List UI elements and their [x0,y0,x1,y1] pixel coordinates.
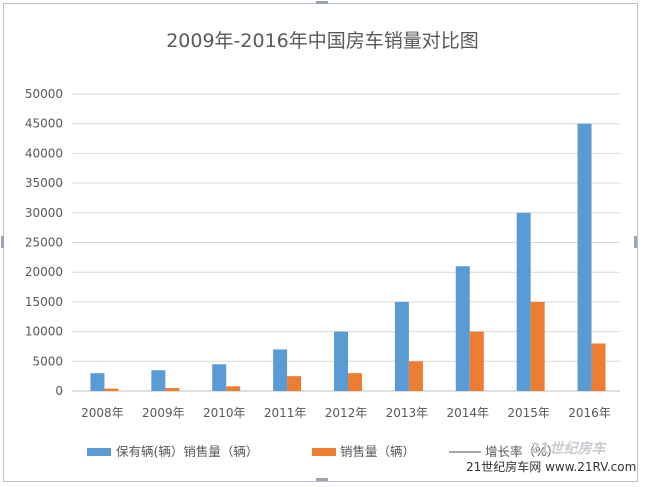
bar-holdings [273,349,288,391]
bar-holdings [212,364,227,391]
legend-swatch-sales [312,448,336,456]
bar-holdings [394,301,409,391]
x-tick-label: 2016年 [568,406,611,420]
bar-sales [408,361,423,391]
resize-handle-bottom[interactable] [316,478,328,481]
bar-holdings [455,266,470,391]
legend-label-growth: 增长率（%） [485,444,559,459]
x-tick-label: 2009年 [142,406,185,420]
bar-sales [530,301,545,391]
x-tick-label: 2014年 [447,406,490,420]
x-tick-label: 2015年 [507,406,550,420]
resize-handle-left[interactable] [1,236,4,248]
y-tick-label: 15000 [25,295,63,309]
x-tick-label: 2008年 [81,406,124,420]
bar-holdings [516,212,531,391]
y-tick-label: 45000 [25,117,63,131]
bar-sales [469,331,484,391]
resize-handle-right[interactable] [634,236,637,248]
bar-sales [104,388,119,391]
chart-title: 2009年-2016年中国房车销量对比图 [166,30,479,52]
bar-holdings [577,123,592,391]
watermark-logo: 21世纪房车 [530,441,606,457]
x-tick-label: 2010年 [203,406,246,420]
bar-holdings [90,373,105,391]
watermark-text: 21世纪房车网 www.21RV.com [466,460,637,474]
bar-sales [226,386,241,391]
y-tick-label: 5000 [32,354,63,368]
bar-holdings [334,331,348,391]
y-tick-label: 30000 [25,206,63,220]
y-tick-label: 25000 [25,236,63,250]
bar-sales [287,376,302,391]
y-tick-label: 0 [55,384,63,398]
x-tick-label: 2013年 [386,406,429,420]
bar-holdings [151,370,166,391]
x-tick-label: 2011年 [264,406,307,420]
bar-sales [591,343,606,391]
y-tick-label: 40000 [25,146,63,160]
y-tick-label: 10000 [25,325,63,339]
legend-swatch-holdings [87,448,111,456]
legend-label-sales: 销售量（辆） [340,444,415,459]
legend-label-holdings: 保有辆(辆）销售量（辆） [116,444,258,459]
y-tick-label: 20000 [25,265,63,279]
x-tick-label: 2012年 [325,406,368,420]
bar-sales [348,373,362,391]
y-tick-label: 35000 [25,176,63,190]
resize-handle-top[interactable] [316,1,328,4]
y-tick-label: 50000 [25,87,63,101]
bar-sales [165,388,180,391]
